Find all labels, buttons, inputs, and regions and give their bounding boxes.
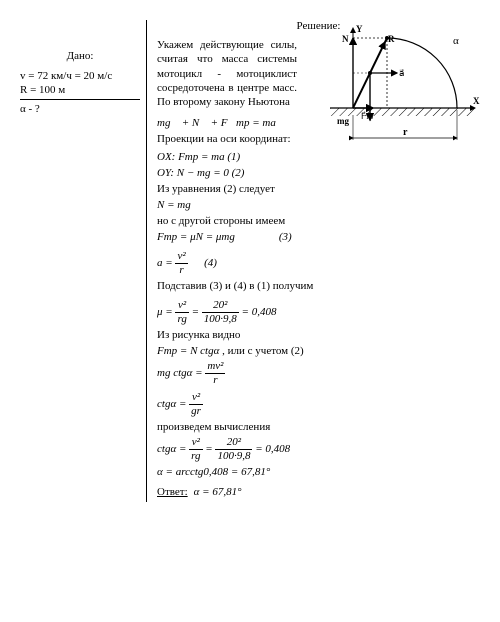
- mu-f2-den: 100·9,8: [202, 313, 239, 325]
- ctg2-f2-num: 20²: [215, 437, 252, 450]
- answer-label: Ответ:: [157, 486, 188, 498]
- label-r: r: [403, 127, 408, 138]
- other-side: но с другой стороны имеем: [157, 215, 480, 227]
- substitute-text: Подставив (3) и (4) в (1) получим: [157, 280, 480, 292]
- a-tag: (4): [204, 258, 217, 270]
- solution-block: Решение: Укажем действующие силы, считая…: [157, 20, 480, 502]
- ctg2-value: = 0,408: [255, 444, 290, 456]
- from-eq2: Из уравнения (2) следует: [157, 183, 480, 195]
- label-mg: mg⃗: [337, 116, 356, 126]
- given-line: R = 100 м: [20, 84, 140, 96]
- mgctg-lhs: mg ctgα =: [157, 368, 203, 380]
- ftr-equation: Fтр = μN = μmg (3): [157, 231, 480, 243]
- label-R: R: [388, 34, 395, 44]
- ftr2-equation: Fтр = N ctgα , или с учетом (2): [157, 345, 480, 357]
- given-line: v = 72 км/ч = 20 м/с: [20, 70, 140, 82]
- with-eq2: , или с учетом (2): [222, 345, 304, 357]
- mgctg-den: r: [205, 374, 225, 386]
- label-N: N: [342, 34, 349, 44]
- given-title: Дано:: [20, 50, 140, 62]
- n-equation: N = mg: [157, 199, 480, 211]
- mu-f1-den: rg: [175, 313, 188, 325]
- answer-value: α = 67,81°: [194, 486, 242, 498]
- mgctg-equation: mg ctgα = mv² r: [157, 361, 480, 386]
- label-X: X: [473, 96, 480, 106]
- ctg-equation: ctgα = v² gr: [157, 392, 480, 417]
- ox-equation: OX: Fтр = ma (1): [157, 151, 480, 163]
- ftr-eq-text: Fтр = μN = μmg: [157, 231, 235, 243]
- a-num: v²: [175, 251, 187, 264]
- divider: [20, 99, 140, 100]
- ctg2-f1-den: rg: [189, 450, 202, 462]
- mu-lhs: μ =: [157, 307, 173, 319]
- label-Ftr: F⃗тр: [361, 111, 373, 121]
- eq3-tag: (3): [279, 231, 292, 243]
- from-figure: Из рисунка видно: [157, 329, 480, 341]
- oy-equation: OY: N − mg = 0 (2): [157, 167, 480, 179]
- label-a: a⃗: [399, 68, 405, 78]
- mu-equation: μ = v² rg = 20² 100·9,8 = 0,408: [157, 300, 480, 325]
- intro-text: Укажем действующие силы, считая что масс…: [157, 38, 297, 109]
- ctg2-f2-den: 100·9,8: [215, 450, 252, 462]
- a-equation: a = v² r (4): [157, 251, 480, 276]
- ctg-num: v²: [189, 392, 203, 405]
- unknown-line: α - ?: [20, 103, 140, 115]
- arcctg-equation: α = arcctg0,408 = 67,81°: [157, 466, 480, 478]
- mgctg-num: mv²: [205, 361, 225, 374]
- ctg-lhs: ctgα =: [157, 399, 186, 411]
- mu-value: = 0,408: [242, 307, 277, 319]
- label-alpha: α: [453, 35, 459, 47]
- label-Y: Y: [356, 24, 363, 34]
- mu-f2-num: 20²: [202, 300, 239, 313]
- do-calc-text: произведем вычисления: [157, 421, 480, 433]
- given-block: Дано: v = 72 км/ч = 20 м/с R = 100 м α -…: [20, 20, 147, 502]
- a-lhs: a =: [157, 258, 173, 270]
- ftr2-text: Fтр = N ctgα: [157, 345, 219, 357]
- mu-f1-num: v²: [175, 300, 188, 313]
- ctg2-equation: ctgα = v² rg = 20² 100·9,8 = 0,408: [157, 437, 480, 462]
- force-diagram: X Y α r N R: [325, 20, 480, 150]
- ctg2-f1-num: v²: [189, 437, 202, 450]
- ctg-den: gr: [189, 405, 203, 417]
- a-den: r: [175, 264, 187, 276]
- ctg2-lhs: ctgα =: [157, 444, 186, 456]
